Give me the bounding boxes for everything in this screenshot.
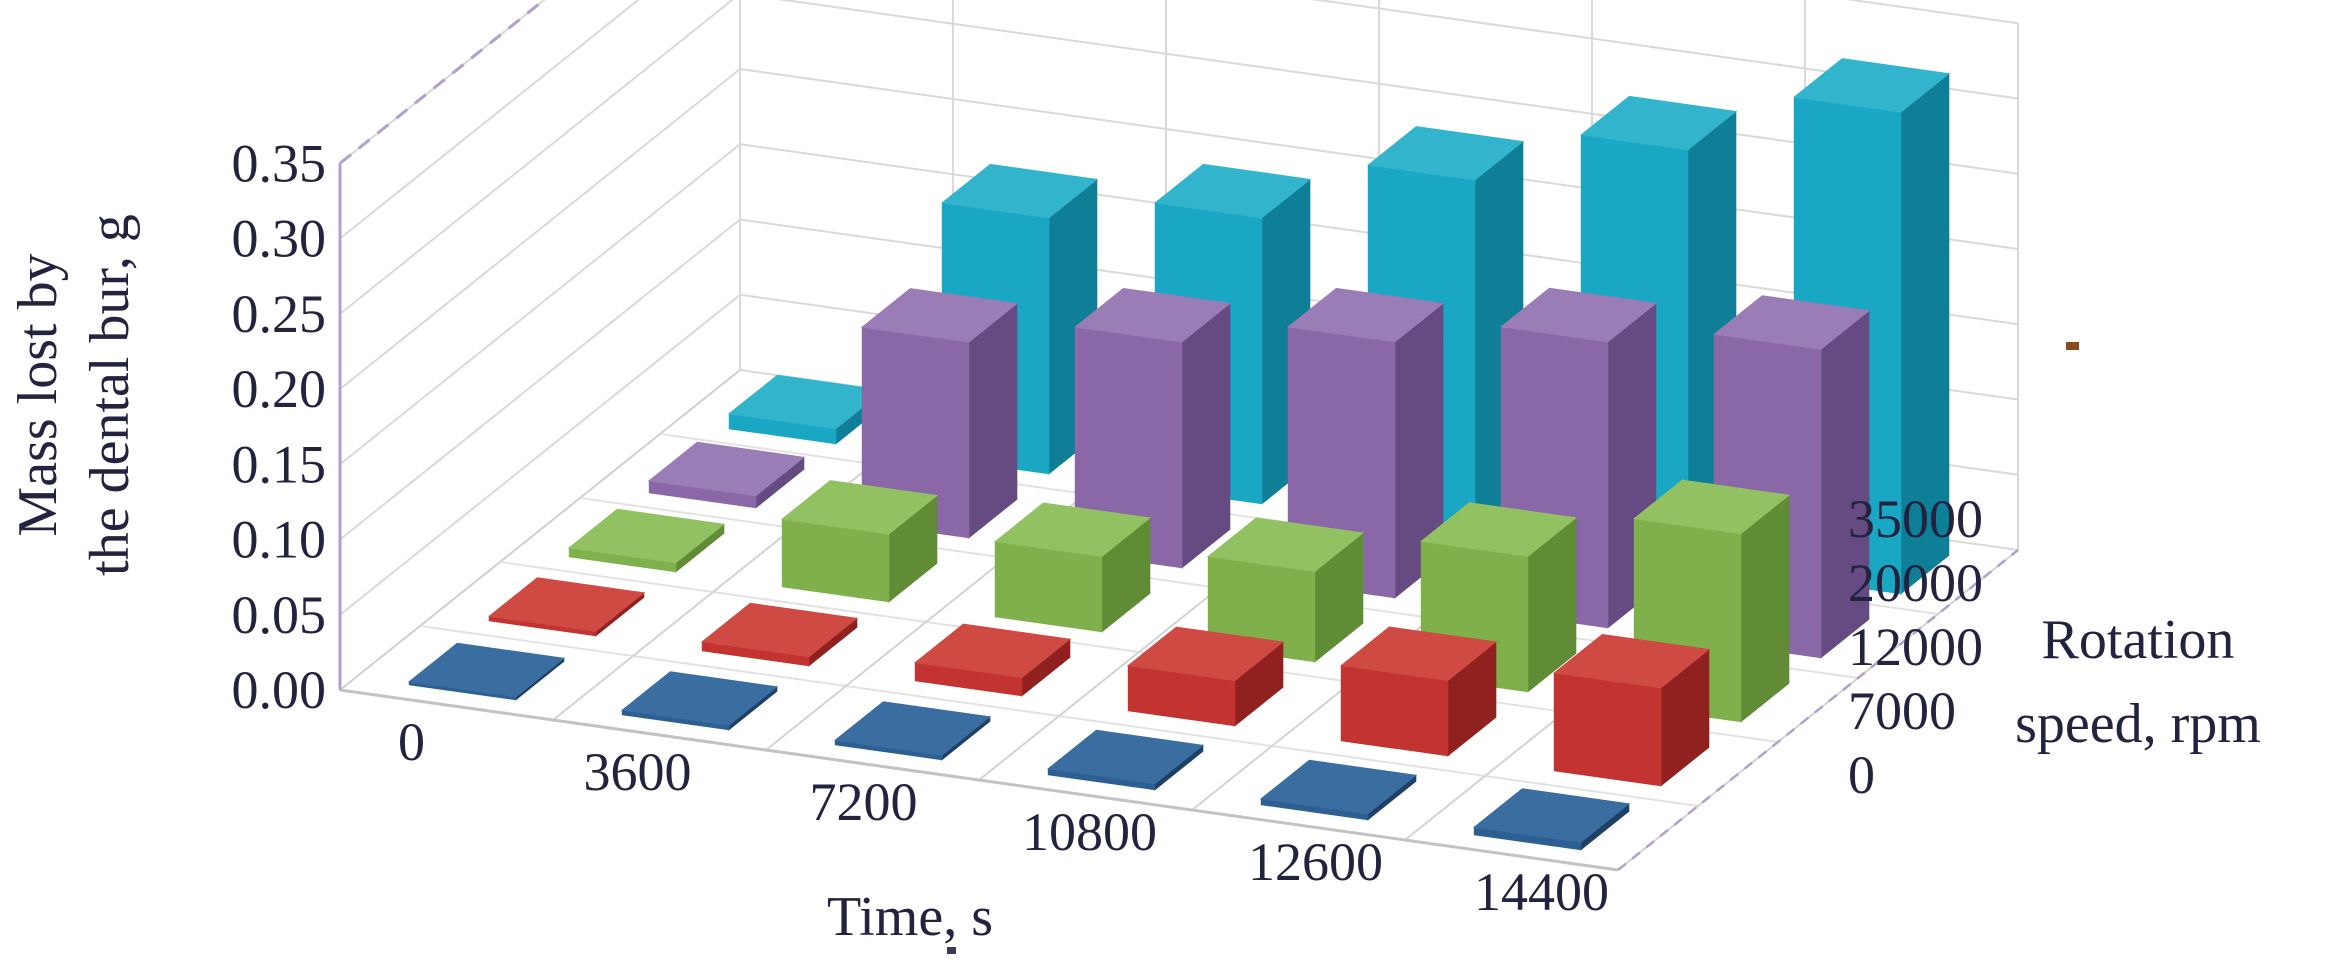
bar-top-20000rpm-t10800 bbox=[1287, 287, 1445, 343]
y-axis-tick-label: 0.30 bbox=[232, 209, 327, 269]
left-wall-gridline bbox=[339, 0, 734, 315]
image-speck bbox=[947, 947, 956, 954]
y-axis-title-line1: Mass lost by bbox=[7, 253, 69, 537]
z-axis-tick-label: 7000 bbox=[1848, 681, 1956, 741]
z-axis-tick-label: 35000 bbox=[1848, 489, 1983, 549]
left-wall-gridline bbox=[339, 294, 741, 616]
bar-top-12000rpm-t0 bbox=[568, 508, 726, 564]
bar-top-12000rpm-t12600 bbox=[1420, 502, 1578, 557]
bar-side-20000rpm-t3600 bbox=[968, 302, 1018, 539]
bar-front-7000rpm-t12600 bbox=[1340, 664, 1449, 757]
left-wall-gridline bbox=[339, 0, 640, 240]
bar-top-35000rpm-t10800 bbox=[1367, 126, 1525, 181]
z-axis-title-line2: speed, rpm bbox=[2015, 693, 2261, 755]
y-axis-tick-label: 0.35 bbox=[232, 133, 327, 193]
bar-top-20000rpm-t7200 bbox=[1074, 287, 1232, 343]
x-axis-tick-label: 14400 bbox=[1474, 862, 1609, 922]
x-axis-tick-label: 0 bbox=[398, 712, 425, 772]
z-axis-tick-label: 20000 bbox=[1848, 553, 1983, 613]
bar-front-12000rpm-t7200 bbox=[994, 540, 1103, 633]
left-wall-gridline bbox=[339, 143, 741, 466]
bar-top-35000rpm-t14400 bbox=[1793, 58, 1951, 113]
x-axis-tick-label: 3600 bbox=[584, 742, 692, 802]
floor-category-gridline bbox=[339, 369, 741, 691]
bar-top-12000rpm-t3600 bbox=[781, 480, 939, 535]
bar-front-7000rpm-t14400 bbox=[1553, 672, 1662, 787]
left-wall-top-edge bbox=[339, 0, 547, 165]
bar-top-20000rpm-t3600 bbox=[861, 288, 1019, 343]
bar-top-35000rpm-t7200 bbox=[1154, 163, 1312, 219]
bar-top-20000rpm-t12600 bbox=[1500, 287, 1658, 343]
bar-top-12000rpm-t14400 bbox=[1633, 479, 1791, 535]
bar-top-0rpm-t10800 bbox=[1047, 729, 1205, 785]
z-axis-tick-label: 0 bbox=[1848, 745, 1875, 805]
bar-side-12000rpm-t14400 bbox=[1740, 494, 1790, 723]
left-wall-gridline bbox=[339, 0, 546, 165]
y-axis-tick-label: 0.15 bbox=[232, 434, 327, 494]
z-axis-title-line1: Rotation bbox=[2041, 609, 2235, 671]
floor-right-edge bbox=[1617, 549, 2019, 871]
floor-front-edge bbox=[339, 688, 1619, 872]
bar-top-7000rpm-t7200 bbox=[914, 623, 1072, 679]
y-axis-tick-label: 0.20 bbox=[232, 359, 327, 419]
x-axis-tick-label: 7200 bbox=[810, 772, 918, 832]
y-axis-tick-label: 0.00 bbox=[232, 660, 327, 720]
bar-top-20000rpm-t0 bbox=[648, 441, 806, 497]
left-wall-gridline bbox=[339, 68, 741, 390]
bar-top-0rpm-t12600 bbox=[1260, 759, 1418, 815]
x-axis-title: Time, s bbox=[826, 886, 993, 948]
bar-top-7000rpm-t12600 bbox=[1340, 626, 1498, 682]
bar-top-0rpm-t14400 bbox=[1473, 788, 1631, 843]
z-axis-tick-label: 12000 bbox=[1848, 617, 1983, 677]
bar-top-7000rpm-t14400 bbox=[1553, 633, 1711, 689]
bar-top-7000rpm-t0 bbox=[488, 577, 646, 632]
y-axis-tick-label: 0.10 bbox=[232, 510, 327, 570]
bar-top-0rpm-t3600 bbox=[621, 671, 779, 726]
y-axis-title-line2: the dental bur, g bbox=[78, 214, 141, 576]
bar-top-20000rpm-t14400 bbox=[1713, 295, 1871, 350]
x-axis-tick-label: 10800 bbox=[1022, 802, 1157, 862]
y-axis-title: Mass lost by the dental bur, g bbox=[3, 65, 153, 725]
bar-top-7000rpm-t3600 bbox=[701, 602, 859, 658]
bar-top-12000rpm-t10800 bbox=[1207, 517, 1365, 572]
x-axis-tick-label: 12600 bbox=[1248, 832, 1383, 892]
bar-top-35000rpm-t3600 bbox=[941, 163, 1099, 219]
bar-top-12000rpm-t7200 bbox=[994, 502, 1152, 558]
image-speck bbox=[2066, 342, 2079, 350]
bar-top-7000rpm-t10800 bbox=[1127, 626, 1285, 682]
bar-top-0rpm-t0 bbox=[408, 642, 566, 698]
bar-top-0rpm-t7200 bbox=[834, 701, 992, 756]
bar-top-35000rpm-t12600 bbox=[1580, 95, 1738, 151]
y-axis-tick-label: 0.25 bbox=[232, 284, 327, 344]
left-wall-gridline bbox=[339, 218, 741, 541]
z-axis-title: Rotation speed, rpm bbox=[1918, 598, 2335, 766]
bar-side-20000rpm-t7200 bbox=[1181, 302, 1231, 569]
y-axis-tick-label: 0.05 bbox=[232, 585, 327, 645]
